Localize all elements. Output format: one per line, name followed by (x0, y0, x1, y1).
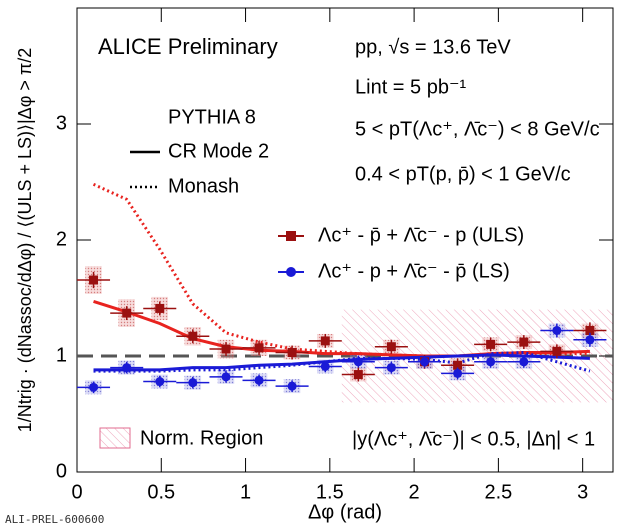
data-point (320, 361, 330, 371)
data-point (420, 357, 430, 367)
model-curve (93, 353, 590, 372)
data-point (585, 325, 595, 335)
data-point (585, 335, 595, 345)
x-tick-label: 1.5 (316, 481, 344, 503)
footer: ALI-PREL-600600 (5, 513, 104, 526)
data-point (552, 325, 562, 335)
data-point (286, 267, 296, 277)
data-point (188, 331, 198, 341)
y-tick-label: 2 (56, 228, 67, 250)
data-point (89, 275, 99, 285)
x-tick-label: 3 (577, 481, 588, 503)
data-point (287, 348, 297, 358)
legend-label: Norm. Region (140, 427, 263, 449)
legend-label: Λc⁺ - p + Λ̄c⁻ - p̄ (LS) (318, 260, 510, 282)
legend-label: Monash (168, 175, 239, 197)
chart-title: ALICE Preliminary (98, 34, 278, 59)
legend-label: CR Mode 2 (168, 140, 269, 162)
data-point (519, 357, 529, 367)
y-tick-label: 1 (56, 344, 67, 366)
data-point (122, 363, 132, 373)
data-point (254, 375, 264, 385)
y-tick-label: 0 (56, 460, 67, 482)
data-point (221, 344, 231, 354)
data-point (386, 342, 396, 352)
legend-swatch (99, 427, 131, 449)
data-point (486, 339, 496, 349)
annotation: Lint = 5 pb⁻¹ (355, 76, 467, 98)
data-point (453, 360, 463, 370)
y-axis-label: 1/Ntrig · (dNassoc/dΔφ) / ⟨(ULS + LS)⟩|Δ… (15, 48, 35, 433)
x-tick-label: 1 (240, 481, 251, 503)
legend-label: Λc⁺ - p̄ + Λ̄c⁻ - p (ULS) (318, 224, 524, 246)
annotation: PYTHIA 8 (168, 106, 256, 128)
x-tick-label: 2.5 (484, 481, 512, 503)
y-tick-label: 3 (56, 112, 67, 134)
data-point (188, 378, 198, 388)
annotation: |y(Λc⁺, Λ̄c⁻)| < 0.5, |Δη| < 1 (352, 428, 595, 450)
data-point (486, 357, 496, 367)
model-curve (93, 351, 591, 373)
data-point (254, 343, 264, 353)
data-point (155, 377, 165, 387)
data-point (386, 363, 396, 373)
data-point (89, 382, 99, 392)
annotation: 5 < pT(Λc⁺, Λ̄c⁻) < 8 GeV/c (355, 118, 600, 140)
data-point (221, 372, 231, 382)
data-point (287, 381, 297, 391)
x-tick-label: 0.5 (147, 481, 175, 503)
data-point (353, 357, 363, 367)
data-point (453, 368, 463, 378)
x-axis-label: Δφ (rad) (308, 501, 382, 523)
annotation: pp, √s = 13.6 TeV (355, 36, 511, 58)
data-point (155, 303, 165, 313)
x-tick-label: 0 (71, 481, 82, 503)
data-point (552, 346, 562, 356)
data-point (122, 308, 132, 318)
data-point (286, 231, 296, 241)
annotation: 0.4 < pT(p, p̄) < 1 GeV/c (355, 163, 571, 185)
x-tick-label: 2 (409, 481, 420, 503)
data-point (353, 370, 363, 380)
data-point (519, 337, 529, 347)
data-point (320, 336, 330, 346)
